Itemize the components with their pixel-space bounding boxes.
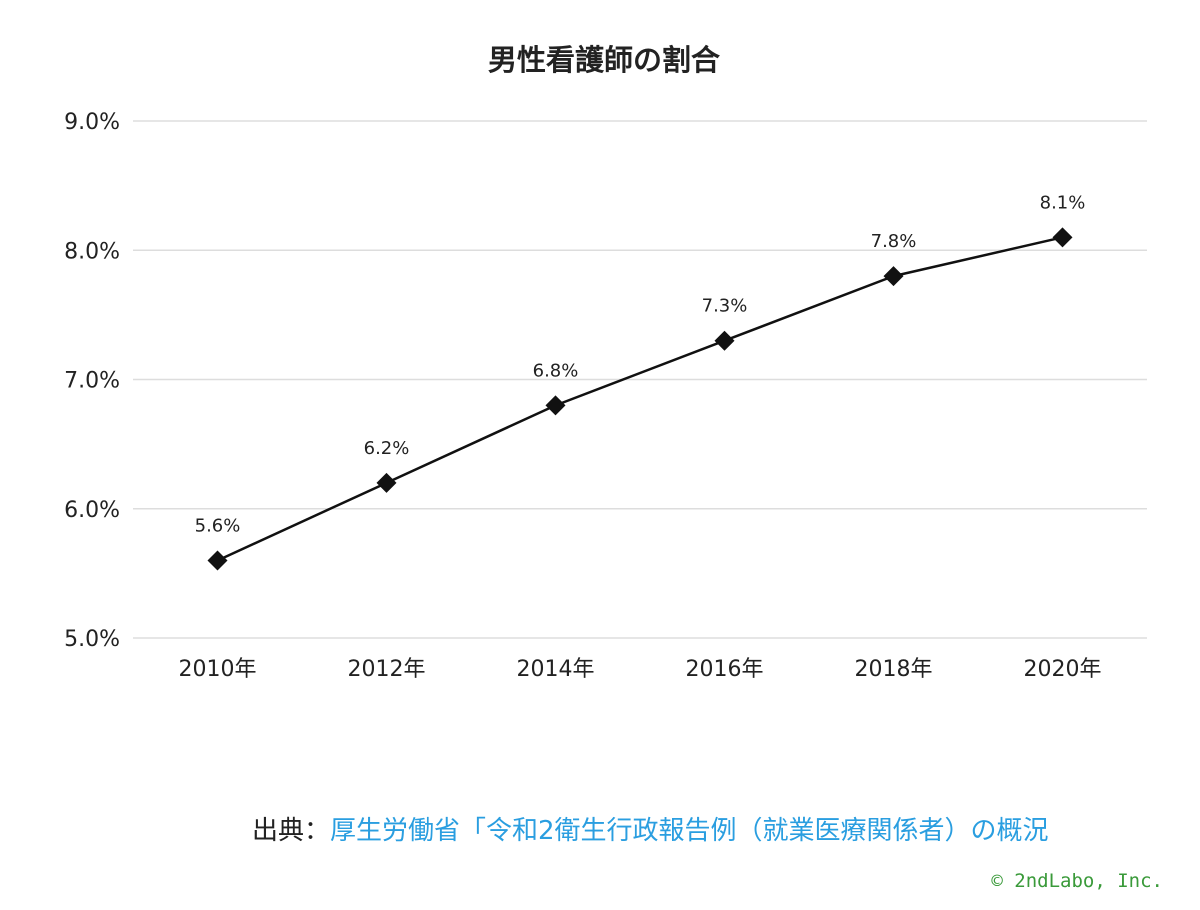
- marker: [376, 472, 397, 493]
- chart-title: 男性看護師の割合: [488, 43, 720, 77]
- marker: [883, 266, 904, 287]
- value-label: 6.2%: [364, 438, 410, 459]
- x-tick-label: 2014年: [517, 657, 595, 682]
- x-tick-label: 2020年: [1024, 657, 1102, 682]
- y-tick-label: 9.0%: [64, 110, 120, 135]
- y-tick-label: 8.0%: [64, 239, 120, 264]
- line: [216, 236, 1063, 562]
- source: 出典：厚生労働省「令和2衛生行政報告例（就業医療関係者）の概況: [252, 810, 1200, 847]
- value-label: 6.8%: [533, 360, 579, 381]
- marker: [545, 395, 566, 416]
- source-label: 出典：: [252, 816, 331, 846]
- marker: [207, 550, 228, 571]
- y-tick-label: 6.0%: [64, 498, 120, 523]
- value-label: 8.1%: [1040, 192, 1086, 213]
- value-label: 5.6%: [195, 515, 241, 536]
- value-label: 7.8%: [871, 231, 917, 252]
- x-tick-label: 2016年: [686, 657, 764, 682]
- value-label: 7.3%: [702, 296, 748, 317]
- marker: [1052, 227, 1073, 248]
- marker: [714, 330, 735, 351]
- y-tick-label: 5.0%: [64, 627, 120, 652]
- chart: 男性看護師の割合 5.0% 6.0% 7.0% 8.0% 9.0% 2010年 2012年 2…: [64, 43, 1147, 682]
- source-link[interactable]: 厚生労働省「令和2衛生行政報告例（就業医療関係者）の概況: [330, 816, 1049, 846]
- x-tick-label: 2012年: [348, 657, 426, 682]
- x-tick-label: 2010年: [179, 657, 257, 682]
- x-tick-label: 2018年: [855, 657, 933, 682]
- copyright: © 2ndLabo, Inc.: [991, 870, 1163, 892]
- y-tick-label: 7.0%: [64, 369, 120, 394]
